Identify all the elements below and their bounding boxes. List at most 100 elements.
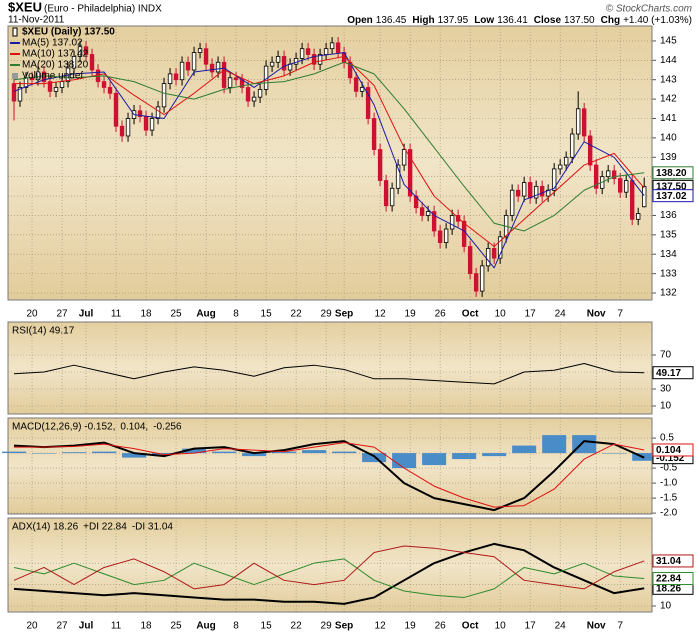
candle-body [299, 48, 305, 59]
y-tick-label: 144 [660, 55, 677, 66]
y-tick-label: 142 [660, 94, 677, 105]
candle-body [257, 89, 263, 98]
candle-body [77, 46, 83, 57]
candle-body [461, 220, 467, 247]
candle-body [233, 77, 239, 81]
candle-body [485, 248, 491, 267]
x-tick-label: 10 [495, 621, 507, 632]
histogram-bar [1, 451, 27, 454]
symbol: $XEU [8, 0, 42, 14]
x-tick-label: 22 [291, 309, 303, 320]
panel-background [8, 322, 652, 414]
candle-body [191, 52, 197, 71]
histogram-bar [92, 451, 117, 454]
candle-body [641, 185, 647, 208]
x-tick-label: 15 [261, 621, 273, 632]
candle-body [197, 48, 203, 53]
x-tick-label: 24 [555, 621, 567, 632]
quote-label: Open [347, 15, 373, 26]
candle-body [569, 133, 575, 158]
panel-background [8, 26, 652, 300]
panel-background [8, 518, 652, 612]
legend-label: MA(20) 138.20 [22, 60, 89, 71]
date: 11-Nov-2011 [8, 15, 65, 26]
candle-body [611, 170, 617, 180]
histogram-bar [182, 448, 207, 454]
candle-body [155, 106, 161, 119]
x-tick-label: 18 [140, 309, 152, 320]
candle-body [251, 96, 257, 102]
x-tick-label: 8 [233, 309, 239, 320]
x-tick-label: 7 [617, 309, 623, 320]
legend-label: MA(5) 137.02 [22, 38, 83, 49]
legend-candle [12, 27, 18, 37]
panel-border [7, 321, 653, 415]
x-tick-label: 7 [617, 621, 623, 632]
series-line [13, 362, 645, 385]
value-flag-label: 31.04 [656, 556, 681, 567]
legend-label: MACD(12,26,9) -0.152, [12, 422, 115, 433]
y-tick-label: -1.0 [660, 478, 678, 489]
histogram-bar [272, 451, 297, 454]
value-flag-label: 0.104 [656, 445, 681, 456]
value-flag [652, 166, 694, 180]
y-tick-label: 143 [660, 74, 677, 85]
candle-body [551, 168, 557, 191]
x-tick-label: 20 [26, 309, 38, 320]
x-tick-label: 11 [111, 309, 122, 320]
candle-body [227, 77, 233, 88]
x-tick-label: 12 [375, 309, 387, 320]
x-tick-label: Aug [196, 621, 215, 632]
legend-label: -0.256 [153, 422, 182, 433]
candle-body [167, 73, 173, 84]
candle-body [557, 164, 563, 170]
candle-body [323, 48, 329, 55]
candle-body [293, 57, 299, 65]
series-line [13, 52, 645, 269]
value-flag [652, 572, 694, 586]
value-flag [652, 189, 694, 203]
candle-body [593, 164, 599, 189]
histogram-bar [512, 445, 537, 454]
histogram-bar [362, 453, 387, 463]
y-tick-label: 140 [660, 133, 677, 144]
x-tick-label: Sep [335, 621, 353, 632]
histogram-bar [32, 453, 57, 454]
candle-body [221, 61, 227, 88]
candle-body [245, 87, 251, 102]
histogram-bar [62, 452, 87, 454]
candle-body [137, 110, 143, 117]
x-tick-label: 22 [291, 621, 303, 632]
x-tick-label: 11 [111, 621, 122, 632]
candle-body [311, 54, 317, 65]
candle-body [329, 42, 335, 50]
candle-body [353, 77, 359, 92]
x-tick-label: 26 [435, 621, 447, 632]
source: © StockCharts.com [606, 4, 692, 15]
candle-body [161, 83, 167, 108]
histogram-bar [482, 453, 507, 457]
candle-body [431, 211, 437, 232]
candle-body [209, 63, 215, 73]
y-tick-label: 70 [660, 350, 672, 361]
x-tick-label: Jul [79, 309, 94, 320]
candle-body [605, 170, 611, 178]
y-tick-label: 0.5 [660, 433, 674, 444]
candle-body [335, 42, 341, 53]
candle-body [623, 180, 629, 193]
candle-body [281, 56, 287, 71]
y-tick-label: 133 [660, 268, 677, 279]
x-tick-label: Nov [587, 309, 606, 320]
series-line [13, 61, 645, 232]
x-tick-label: 15 [261, 309, 273, 320]
candle-body [83, 46, 89, 55]
candle-body [71, 56, 77, 69]
candle-body [47, 81, 53, 92]
y-tick-label: 132 [660, 288, 677, 299]
legend-label: $XEU (Daily) 137.50 [22, 27, 115, 38]
candle-body [419, 207, 425, 216]
quote-label: Chg [601, 15, 620, 26]
x-tick-label: 29 [321, 621, 333, 632]
candle-body [383, 180, 389, 207]
instrument-name: (Euro - Philadelphia) INDX [44, 4, 162, 15]
